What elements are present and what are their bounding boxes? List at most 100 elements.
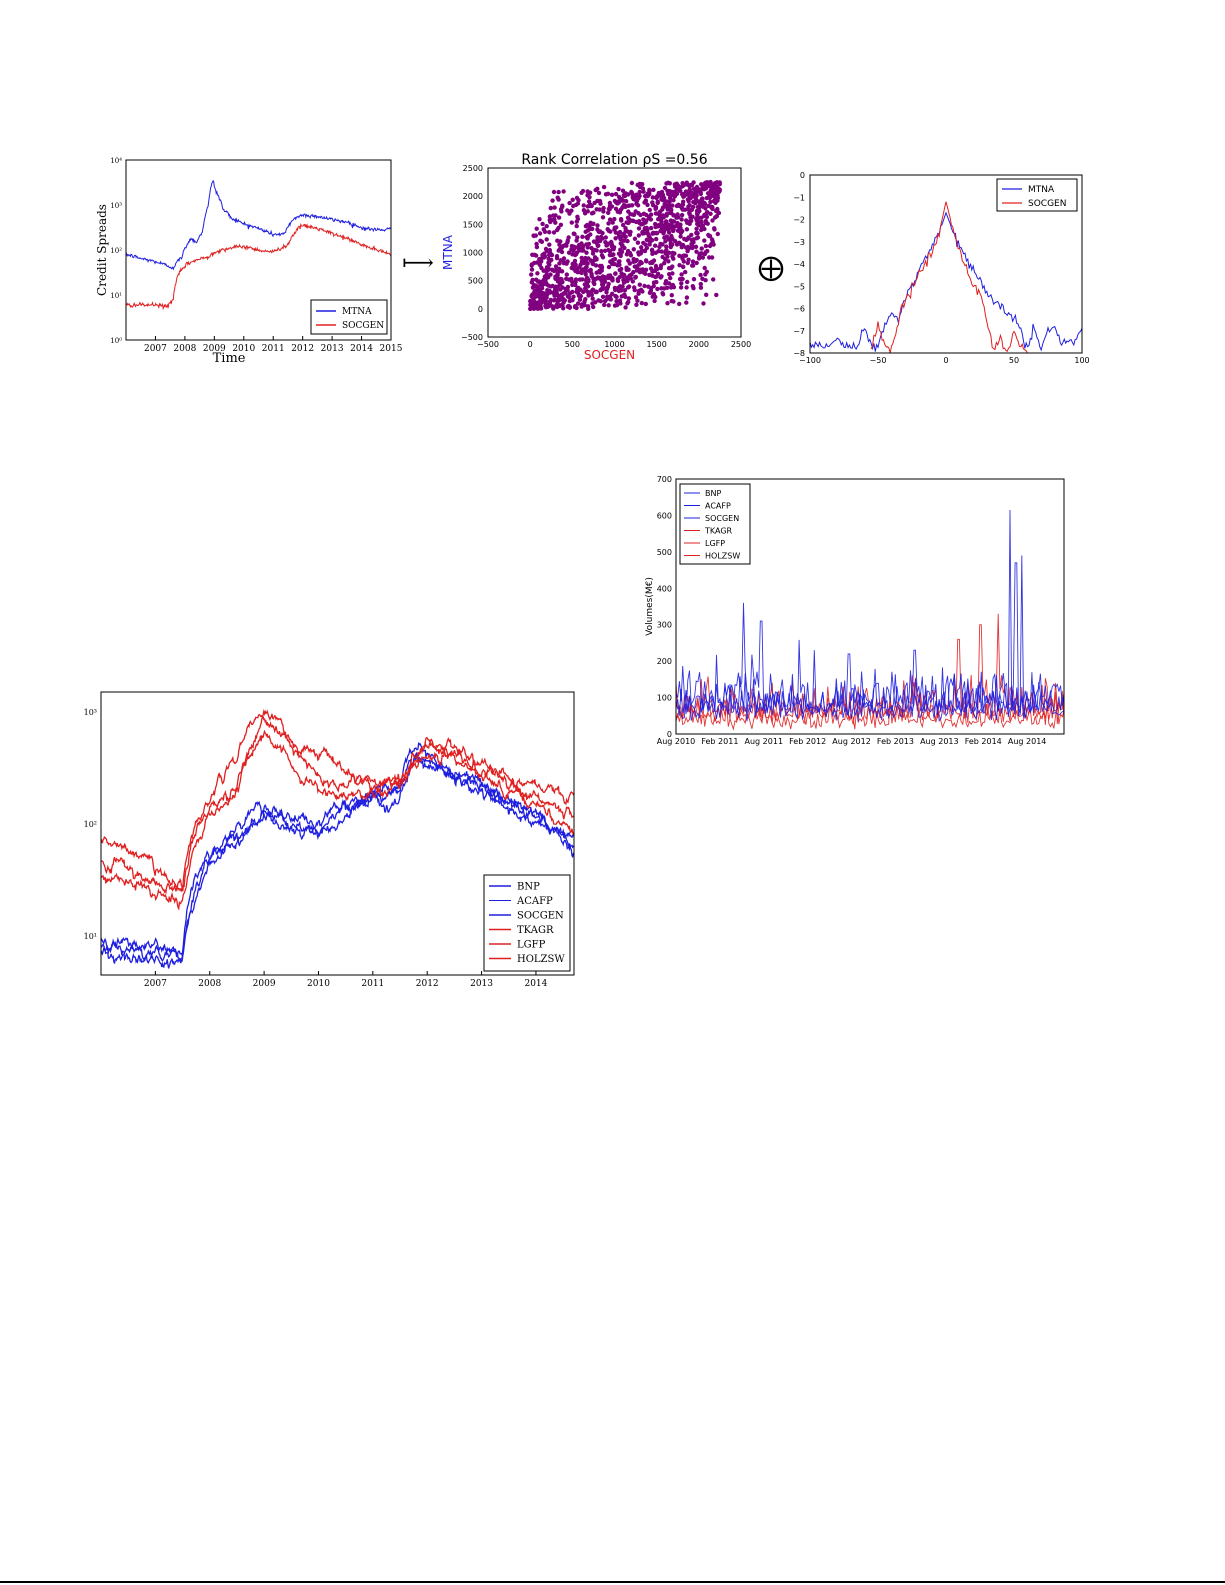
scatter-point bbox=[703, 250, 708, 255]
scatter-point bbox=[712, 227, 717, 232]
scatter-point bbox=[621, 280, 627, 285]
scatter-point bbox=[673, 239, 678, 244]
scatter-point bbox=[606, 303, 611, 308]
scatter-point bbox=[655, 286, 660, 292]
scatter-point bbox=[588, 267, 593, 273]
x-tick-label: 2009 bbox=[203, 344, 226, 354]
scatter-point bbox=[659, 225, 664, 230]
scatter-point bbox=[685, 197, 691, 202]
scatter-point bbox=[677, 226, 682, 232]
scatter-point bbox=[620, 222, 626, 228]
scatter-point bbox=[575, 290, 580, 295]
y-tick-label: −7 bbox=[793, 327, 805, 336]
scatter-point bbox=[600, 294, 606, 299]
scatter-point bbox=[613, 236, 618, 241]
scatter-point bbox=[658, 275, 663, 280]
scatter-point bbox=[664, 199, 669, 204]
scatter-point bbox=[553, 284, 559, 290]
scatter-point bbox=[678, 285, 684, 290]
scatter-point bbox=[702, 238, 707, 243]
scatter-point bbox=[558, 239, 563, 244]
scatter-point bbox=[565, 284, 571, 290]
scatter-point bbox=[586, 199, 592, 204]
y-tick-label: 1000 bbox=[463, 249, 483, 258]
x-tick-label: −50 bbox=[870, 356, 887, 365]
scatter-point bbox=[667, 181, 672, 186]
scatter-point bbox=[569, 276, 574, 282]
scatter-point bbox=[626, 299, 631, 305]
scatter-point bbox=[628, 253, 634, 258]
y-tick-label: 1500 bbox=[463, 220, 483, 229]
x-tick-label: 0 bbox=[528, 340, 533, 349]
scatter-point bbox=[537, 217, 542, 222]
scatter-point bbox=[678, 234, 683, 239]
scatter-point bbox=[635, 298, 640, 303]
scatter-point bbox=[590, 259, 595, 265]
scatter-point bbox=[535, 305, 540, 310]
scatter-point bbox=[582, 299, 587, 304]
scatter-point bbox=[589, 211, 595, 216]
series-line-mtna bbox=[125, 179, 392, 271]
scatter-point bbox=[625, 238, 630, 244]
scatter-point bbox=[602, 248, 608, 253]
scatter-point bbox=[578, 262, 583, 267]
y-tick-label: 10² bbox=[84, 820, 97, 829]
scatter-point bbox=[661, 229, 667, 234]
scatter-point bbox=[610, 220, 615, 225]
scatter-point bbox=[552, 297, 558, 303]
scatter-point bbox=[639, 222, 644, 227]
scatter-point bbox=[626, 258, 631, 263]
scatter-point bbox=[594, 256, 599, 261]
x-tick-label: Feb 2011 bbox=[701, 737, 738, 746]
scatter-point bbox=[544, 237, 549, 242]
scatter-point bbox=[657, 213, 662, 218]
scatter-point bbox=[596, 298, 601, 303]
y-tick-label: −4 bbox=[793, 260, 805, 269]
x-tick-label: 1000 bbox=[604, 340, 624, 349]
scatter-point bbox=[636, 233, 641, 238]
y-tick-label: 200 bbox=[657, 657, 672, 666]
scatter-point bbox=[645, 193, 650, 199]
scatter-point bbox=[692, 194, 698, 200]
scatter-point bbox=[713, 200, 718, 205]
scatter-point bbox=[685, 260, 690, 266]
scatter-point bbox=[647, 207, 652, 213]
scatter-point bbox=[674, 242, 680, 247]
scatter-point bbox=[660, 197, 665, 203]
scatter-point bbox=[608, 273, 613, 278]
scatter-point bbox=[644, 218, 649, 223]
scatter-point bbox=[683, 189, 689, 194]
scatter-point bbox=[687, 184, 692, 189]
scatter-point bbox=[542, 297, 547, 302]
scatter-point bbox=[566, 303, 571, 309]
scatter-point bbox=[550, 198, 555, 203]
x-tick-label: 2011 bbox=[361, 979, 384, 989]
scatter-point bbox=[538, 297, 543, 302]
scatter-point bbox=[638, 212, 643, 218]
scatter-point bbox=[636, 250, 641, 255]
scatter-point bbox=[620, 188, 626, 193]
legend-label-holzsw: HOLZSW bbox=[517, 954, 565, 965]
scatter-point bbox=[650, 251, 655, 256]
scatter-point bbox=[665, 207, 670, 212]
scatter-point bbox=[684, 237, 689, 243]
scatter-point bbox=[586, 279, 591, 284]
scatter-point bbox=[628, 229, 633, 235]
y-tick-label: 500 bbox=[468, 277, 483, 286]
scatter-point bbox=[648, 225, 654, 231]
scatter-point bbox=[707, 243, 713, 249]
y-tick-label: −5 bbox=[793, 282, 805, 291]
scatter-point bbox=[634, 201, 639, 206]
x-tick-label: 2012 bbox=[291, 344, 314, 354]
scatter-point bbox=[606, 210, 611, 215]
scatter-point bbox=[634, 257, 639, 263]
scatter-point bbox=[703, 278, 708, 283]
scatter-point bbox=[595, 235, 600, 240]
scatter-point bbox=[713, 195, 718, 200]
y-tick-label: −6 bbox=[793, 305, 805, 314]
scatter-point bbox=[546, 303, 551, 309]
legend-label-socgen: SOCGEN bbox=[342, 321, 384, 331]
scatter-point bbox=[659, 219, 664, 224]
x-tick-label: Feb 2014 bbox=[965, 737, 1002, 746]
scatter-point bbox=[600, 274, 606, 279]
